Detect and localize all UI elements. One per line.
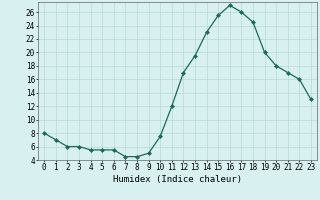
X-axis label: Humidex (Indice chaleur): Humidex (Indice chaleur) — [113, 175, 242, 184]
